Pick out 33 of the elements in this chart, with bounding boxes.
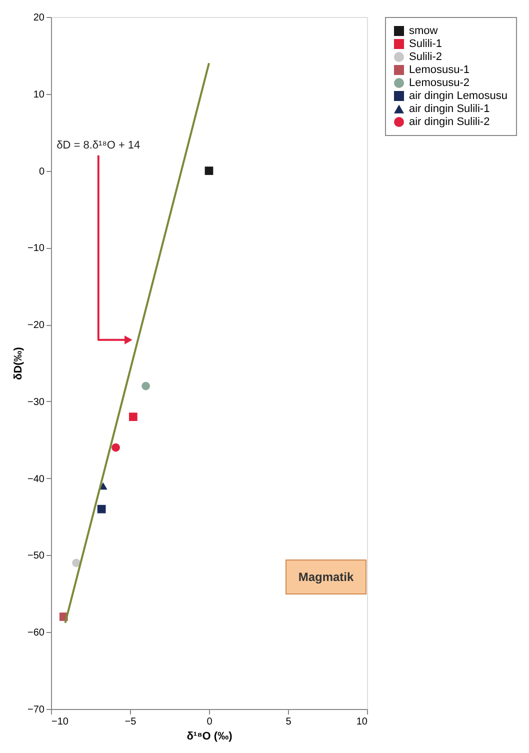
y-tick-label: −50 [28,550,45,562]
point [128,412,138,422]
y-tick-label: 20 [33,12,45,24]
x-tick-label: 0 [206,716,213,728]
legend-label: Lemosusu-1 [409,64,470,76]
annotation: Magmatik [298,570,354,584]
legend-label: air dingin Sulili-1 [409,103,490,115]
legend-label: Sulili-2 [409,51,442,63]
legend-label: air dingin Sulili-2 [409,116,490,128]
x-tick-label: −5 [124,716,137,728]
y-tick-label: −60 [28,628,45,639]
x-axis-title: δ¹⁸O (‰) [186,730,233,742]
legend-label: Lemosusu-2 [409,77,470,89]
point [204,166,214,175]
x-tick-label: 10 [356,716,368,728]
y-tick-label: 10 [33,89,45,100]
x-tick-label: 5 [286,716,292,728]
annotation: δD = 8.δ¹⁸O + 14 [56,139,140,152]
y-tick-label: −40 [28,474,45,485]
y-tick-label: −10 [28,243,45,254]
y-tick-label: 0 [38,166,45,178]
y-tick-label: −70 [28,704,45,716]
y-tick-label: −20 [28,320,45,332]
point [72,558,80,568]
x-tick-label: −10 [52,716,69,728]
legend-label: Sulili-1 [409,38,442,50]
point [97,504,106,514]
y-tick-label: −30 [28,396,45,408]
point [112,443,120,452]
y-axis-title: δD(‰) [12,346,25,380]
legend-label: air dingin Lemosusu [409,90,508,102]
legend-label: smow [409,25,438,37]
point [142,382,150,390]
